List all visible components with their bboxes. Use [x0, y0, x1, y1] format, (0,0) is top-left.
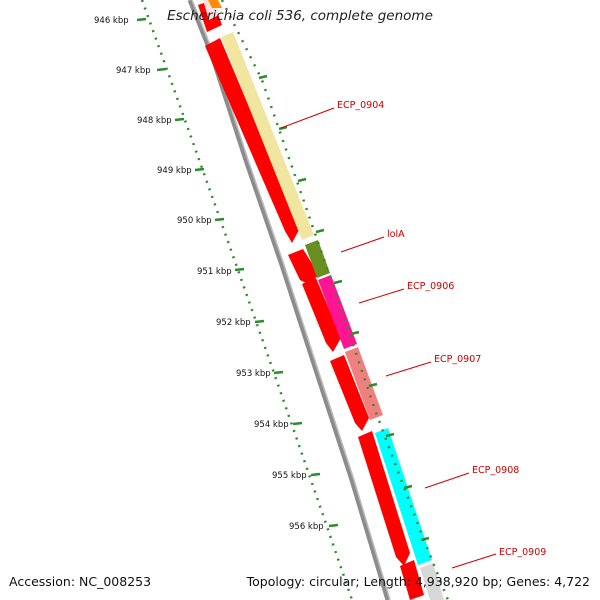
tick-954 [292, 421, 303, 426]
gene-track-outer [203, 0, 444, 600]
tick-952 [254, 319, 265, 324]
gene-label-ECP_0907[interactable]: ECP_0907 [434, 354, 481, 365]
cds-arrow[interactable] [330, 355, 369, 431]
gene-block-partial[interactable] [208, 0, 222, 8]
tick-label-949: 949 kbp [157, 166, 192, 176]
map-title: Escherichia coli 536, complete genome [167, 8, 433, 24]
major-ticks [136, 17, 339, 528]
tick-label-956: 956 kbp [289, 522, 324, 532]
tick-label-955: 955 kbp [272, 471, 307, 481]
tick-labels: 946 kbp 947 kbp 948 kbp 949 kbp 950 kbp … [94, 16, 324, 532]
accession-text: Accession: NC_008253 [9, 574, 152, 589]
cds-track-inner [198, 0, 424, 600]
tick-948 [174, 117, 185, 122]
tick-label-948: 948 kbp [137, 116, 172, 126]
cds-arrow[interactable] [358, 431, 410, 566]
backbone [187, 0, 391, 600]
tick-956 [328, 523, 339, 528]
tick-947 [156, 67, 167, 72]
cds-arrow[interactable] [302, 278, 341, 352]
tick-955 [310, 472, 321, 477]
gene-block-ECP_0904[interactable] [221, 32, 314, 240]
cds-arrow[interactable] [205, 38, 300, 243]
tick-label-951: 951 kbp [197, 267, 232, 277]
tick-track [140, 0, 354, 600]
cds-arrow[interactable] [400, 560, 424, 600]
tick-951 [234, 267, 245, 272]
tick-label-953: 953 kbp [236, 369, 271, 379]
gene-label-ECP_0904[interactable]: ECP_0904 [337, 100, 384, 111]
tick-950 [214, 217, 225, 222]
gene-label-ECP_0909[interactable]: ECP_0909 [499, 547, 546, 558]
gene-label-ECP_0906[interactable]: ECP_0906 [407, 281, 454, 292]
cds-arrow[interactable] [288, 249, 319, 284]
tick-label-954: 954 kbp [254, 420, 289, 430]
tick-label-947: 947 kbp [116, 66, 151, 76]
tick-946 [136, 17, 147, 22]
tick-949 [194, 167, 205, 172]
outer-major-ticks [258, 74, 430, 542]
gene-block-lolA[interactable] [305, 240, 330, 278]
tick-953 [273, 370, 284, 375]
gene-block-ECP_0908[interactable] [375, 428, 432, 565]
gene-label-lolA[interactable]: lolA [387, 229, 405, 240]
gene-block-ECP_0906[interactable] [318, 275, 357, 349]
tick-label-946: 946 kbp [94, 16, 129, 26]
gene-block-ECP_0907[interactable] [345, 347, 383, 420]
label-leaders [280, 107, 497, 569]
tick-label-952: 952 kbp [216, 318, 251, 328]
gene-labels: ECP_0904 lolA ECP_0906 ECP_0907 ECP_0908… [337, 100, 546, 558]
gene-label-ECP_0908[interactable]: ECP_0908 [472, 465, 519, 476]
tick-label-950: 950 kbp [177, 216, 212, 226]
genome-summary-text: Topology: circular; Length: 4,938,920 bp… [246, 574, 590, 589]
gene-block-ECP_0909[interactable] [420, 563, 444, 600]
